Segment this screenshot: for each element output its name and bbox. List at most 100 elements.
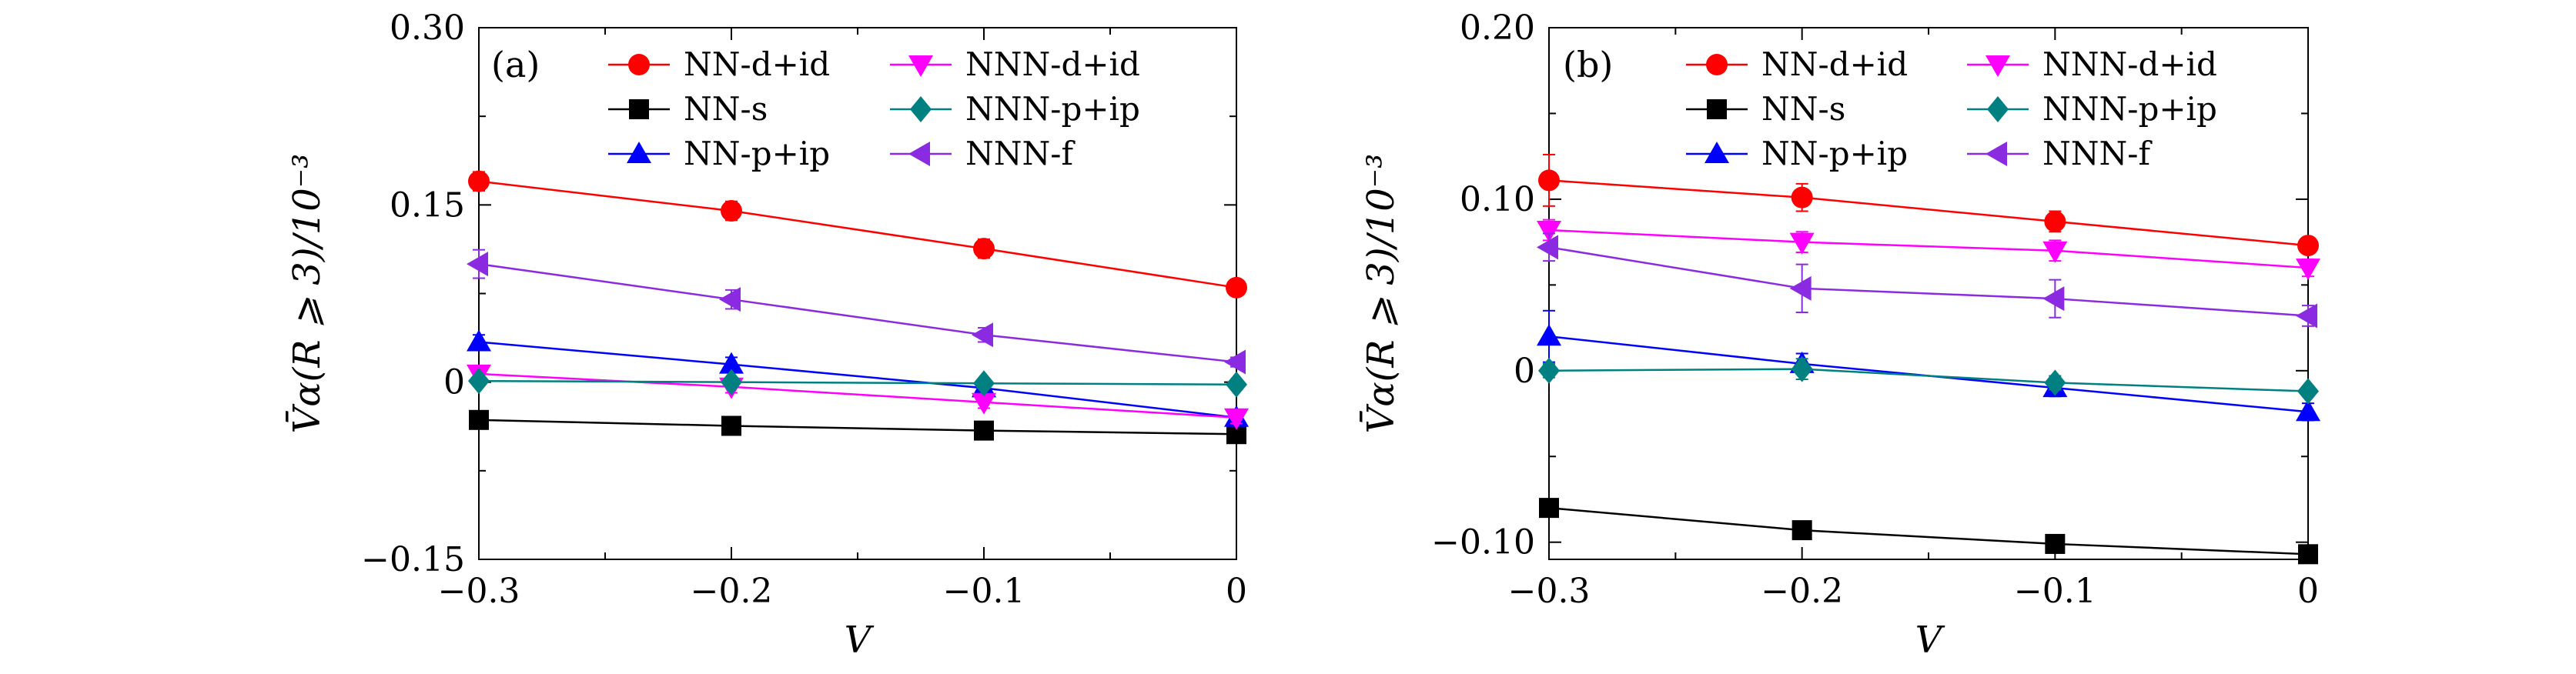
y-tick-label: −0.15 bbox=[361, 540, 465, 579]
data-point bbox=[1791, 186, 1813, 209]
legend-entry: NNN-p+ip bbox=[1967, 90, 2217, 128]
legend-marker bbox=[1986, 142, 2007, 166]
y-axis-title: V̄α(R ⩾ 3)/10⁻³ bbox=[284, 154, 329, 434]
y-tick-label: 0.10 bbox=[1460, 180, 1535, 219]
data-point bbox=[721, 200, 742, 222]
data-point bbox=[721, 415, 741, 436]
data-point bbox=[719, 287, 741, 312]
series-line bbox=[478, 372, 1237, 419]
data-point bbox=[469, 409, 489, 430]
x-axis-title: V bbox=[845, 619, 875, 662]
x-axis-title: V bbox=[1915, 619, 1945, 662]
x-tick-label: −0.2 bbox=[1761, 572, 1843, 611]
legend-marker bbox=[1705, 142, 1729, 163]
legend-marker bbox=[910, 96, 932, 122]
x-tick-label: 0 bbox=[2297, 572, 2319, 611]
legend-marker bbox=[628, 54, 650, 75]
series-line bbox=[478, 180, 1237, 289]
data-point bbox=[2044, 369, 2066, 396]
y-tick-label: 0 bbox=[443, 363, 465, 402]
data-point bbox=[1537, 235, 1558, 260]
legend-entry: NNN-f bbox=[1967, 135, 2153, 172]
series-line bbox=[1548, 179, 2309, 247]
series-NN-p+ip bbox=[1537, 309, 2320, 422]
legend-entry: NN-d+id bbox=[608, 45, 830, 83]
data-point bbox=[2297, 378, 2319, 405]
legend-label: NNN-d+id bbox=[965, 45, 1140, 83]
data-point bbox=[468, 368, 490, 395]
x-tick-label: −0.3 bbox=[438, 572, 520, 611]
legend-entry: NN-p+ip bbox=[608, 135, 830, 172]
data-point bbox=[1537, 324, 1561, 346]
legend-label: NNN-f bbox=[965, 135, 1076, 172]
series-line bbox=[1548, 246, 2309, 317]
data-point bbox=[2044, 210, 2066, 232]
legend-label: NNN-f bbox=[2042, 135, 2153, 172]
data-point bbox=[2042, 241, 2068, 263]
legend-label: NNN-d+id bbox=[2042, 45, 2217, 83]
series-line bbox=[1548, 229, 2309, 269]
data-point bbox=[973, 238, 995, 260]
series-NN-d+id bbox=[468, 170, 1247, 299]
legend-label: NN-s bbox=[1761, 90, 1845, 128]
y-tick-label: 0.15 bbox=[390, 185, 465, 225]
data-point bbox=[1538, 169, 1560, 192]
legend-marker bbox=[908, 55, 933, 77]
data-point bbox=[1226, 276, 1247, 299]
legend-entry: NN-d+id bbox=[1686, 45, 1908, 83]
y-tick-label: −0.10 bbox=[1431, 523, 1535, 562]
data-point bbox=[1226, 371, 1247, 398]
legend-marker bbox=[627, 142, 651, 163]
data-point bbox=[719, 352, 744, 374]
x-tick-label: −0.1 bbox=[2014, 572, 2096, 611]
data-point bbox=[2296, 303, 2317, 329]
y-tick-label: 0.20 bbox=[1460, 8, 1535, 48]
series-NN-p+ip bbox=[467, 329, 1249, 427]
data-point bbox=[972, 392, 996, 415]
data-point bbox=[1537, 221, 1561, 243]
legend-label: NN-p+ip bbox=[1761, 135, 1908, 172]
x-tick-label: −0.1 bbox=[943, 572, 1025, 611]
legend-label: NN-p+ip bbox=[684, 135, 830, 172]
data-point bbox=[467, 329, 491, 352]
data-point bbox=[468, 170, 490, 192]
legend-entry: NNN-d+id bbox=[890, 45, 1140, 83]
legend-label: NN-s bbox=[684, 90, 768, 128]
legend-marker bbox=[629, 99, 649, 119]
data-point bbox=[1789, 275, 1812, 301]
data-point bbox=[1224, 408, 1249, 430]
series-line bbox=[478, 419, 1237, 435]
data-point bbox=[2297, 235, 2319, 257]
data-point bbox=[721, 369, 742, 395]
legend-marker bbox=[1986, 55, 2010, 77]
series-line bbox=[478, 341, 1237, 419]
x-tick-label: −0.2 bbox=[691, 572, 773, 611]
legend-label: NNN-p+ip bbox=[2042, 90, 2217, 128]
data-point bbox=[972, 322, 993, 348]
data-point bbox=[1789, 232, 1815, 255]
series-line bbox=[478, 379, 1237, 385]
series-NN-s bbox=[1539, 498, 2318, 565]
legend-entry: NN-p+ip bbox=[1686, 135, 1908, 172]
data-point bbox=[1538, 357, 1560, 384]
data-point bbox=[1224, 349, 1246, 375]
data-point bbox=[1791, 520, 1812, 541]
data-point bbox=[2045, 533, 2066, 554]
x-tick-label: −0.3 bbox=[1508, 572, 1591, 611]
data-point bbox=[974, 420, 994, 441]
series-NNN-p+ip bbox=[1538, 355, 2319, 405]
series-NNN-f bbox=[467, 249, 1246, 375]
legend-marker bbox=[908, 142, 930, 166]
data-point bbox=[2296, 399, 2320, 422]
series-NN-s bbox=[469, 409, 1246, 445]
series-NNN-f bbox=[1537, 232, 2317, 329]
legend-label: NNN-p+ip bbox=[965, 90, 1140, 128]
legend-entry: NN-s bbox=[1686, 90, 1845, 128]
y-tick-label: 0.30 bbox=[390, 8, 465, 48]
data-point bbox=[2298, 544, 2318, 565]
panel-label: (b) bbox=[1563, 44, 1613, 85]
legend-marker bbox=[1706, 54, 1728, 75]
y-axis-title: V̄α(R ⩾ 3)/10⁻³ bbox=[1358, 154, 1403, 434]
legend-label: NN-d+id bbox=[1761, 45, 1908, 83]
